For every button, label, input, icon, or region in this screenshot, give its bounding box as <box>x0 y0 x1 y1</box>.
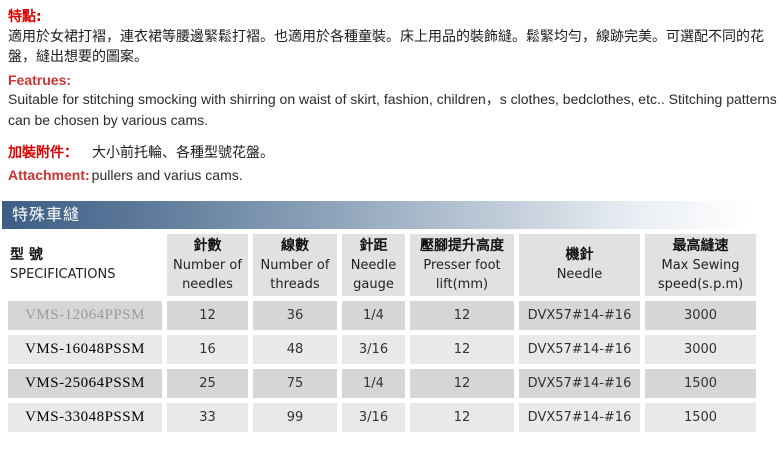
section-title: 特殊車縫 <box>12 205 81 224</box>
needle-cell: DVX57#14-#16 <box>519 301 640 330</box>
features-heading-zh: 特點: <box>8 9 42 25</box>
attachment-heading-en: Attachment: <box>8 167 90 183</box>
speed-cell: 1500 <box>645 403 756 432</box>
header-cell-threads: 線數 Number of threads <box>253 234 337 296</box>
spec-table-header-row: 型 號 SPECIFICATIONS 針數 Number of needles … <box>8 234 756 296</box>
speed-cell: 1500 <box>645 369 756 398</box>
header-gauge-en: Needle gauge <box>350 257 397 292</box>
gauge-cell: 3/16 <box>342 403 405 432</box>
header-needle-zh: 機針 <box>565 247 594 263</box>
header-cell-gauge: 針距 Needle gauge <box>342 234 405 296</box>
needles-cell: 16 <box>167 335 248 364</box>
features-text-en: Suitable for stitching smocking with shi… <box>8 91 777 128</box>
lift-cell: 12 <box>410 335 514 364</box>
header-needles-en: Number of needles <box>173 257 242 292</box>
attachment-heading-zh: 加裝附件： <box>8 145 78 161</box>
model-cell: VMS-12064PPSM <box>8 301 162 330</box>
threads-cell: 75 <box>253 369 337 398</box>
attachment-text-en: pullers and varius cams. <box>91 167 243 183</box>
header-cell-needles: 針數 Number of needles <box>167 234 248 296</box>
lift-cell: 12 <box>410 403 514 432</box>
header-cell-max-speed: 最高縫速 Max Sewing speed(s.p.m) <box>645 234 756 296</box>
header-threads-en: Number of threads <box>260 257 330 292</box>
header-cell-needle-type: 機針 Needle <box>519 234 640 296</box>
header-cell-presser-lift: 壓腳提升高度 Presser foot lift(mm) <box>410 234 514 296</box>
header-lift-zh: 壓腳提升高度 <box>420 237 504 254</box>
lift-cell: 12 <box>410 301 514 330</box>
gauge-cell: 3/16 <box>342 335 405 364</box>
header-threads-zh: 線數 <box>281 237 309 254</box>
gauge-cell: 1/4 <box>342 369 405 398</box>
table-row-vms-12064ppsm: VMS-12064PPSM 12 36 1/4 12 DVX57#14-#16 … <box>8 301 756 330</box>
model-cell: VMS-33048PSSM <box>8 403 162 432</box>
model-cell: VMS-16048PSSM <box>8 335 162 364</box>
threads-cell: 48 <box>253 335 337 364</box>
gauge-cell: 1/4 <box>342 301 405 330</box>
header-lift-en: Presser foot lift(mm) <box>423 257 501 292</box>
features-text-zh: 適用於女裙打褶，連衣裙等腰邊緊鬆打褶。也適用於各種童裝。床上用品的裝飾縫。鬆緊均… <box>8 29 764 65</box>
needles-cell: 12 <box>167 301 248 330</box>
needle-cell: DVX57#14-#16 <box>519 369 640 398</box>
speed-cell: 3000 <box>645 301 756 330</box>
model-cell: VMS-25064PSSM <box>8 369 162 398</box>
section-header-special-sewing: 特殊車縫 <box>2 201 750 229</box>
spec-table: 型 號 SPECIFICATIONS 針數 Number of needles … <box>3 229 761 437</box>
header-gauge-zh: 針距 <box>359 237 388 254</box>
threads-cell: 99 <box>253 403 337 432</box>
header-speed-en: Max Sewing speed(s.p.m) <box>657 257 744 292</box>
needle-cell: DVX57#14-#16 <box>519 335 640 364</box>
attachment-line-zh: 加裝附件： 大小前托輪、各種型號花盤。 <box>8 143 775 163</box>
header-cell-model: 型 號 SPECIFICATIONS <box>8 234 162 296</box>
needles-cell: 25 <box>167 369 248 398</box>
speed-cell: 3000 <box>645 335 756 364</box>
table-row-vms-33048pssm: VMS-33048PSSM 33 99 3/16 12 DVX57#14-#16… <box>8 403 756 432</box>
attachment-line-en: Attachment: pullers and varius cams. <box>8 166 775 185</box>
header-speed-zh: 最高縫速 <box>672 237 729 254</box>
needles-cell: 33 <box>167 403 248 432</box>
header-needles-zh: 針數 <box>193 237 222 254</box>
table-row-vms-25064pssm: VMS-25064PSSM 25 75 1/4 12 DVX57#14-#16 … <box>8 369 756 398</box>
needle-cell: DVX57#14-#16 <box>519 403 640 432</box>
attachment-text-zh: 大小前托輪、各種型號花盤。 <box>92 145 274 161</box>
header-needle-en: Needle <box>556 267 603 282</box>
lift-cell: 12 <box>410 369 514 398</box>
table-row-vms-16048pssm: VMS-16048PSSM 16 48 3/16 12 DVX57#14-#16… <box>8 335 756 364</box>
features-heading-en: Featrues: <box>8 72 72 88</box>
threads-cell: 36 <box>253 301 337 330</box>
header-model-zh: 型 號 <box>10 247 43 263</box>
header-model-en: SPECIFICATIONS <box>10 267 116 282</box>
product-detail-page: 特點: 適用於女裙打褶，連衣裙等腰邊緊鬆打褶。也適用於各種童裝。床上用品的裝飾縫… <box>2 9 777 437</box>
